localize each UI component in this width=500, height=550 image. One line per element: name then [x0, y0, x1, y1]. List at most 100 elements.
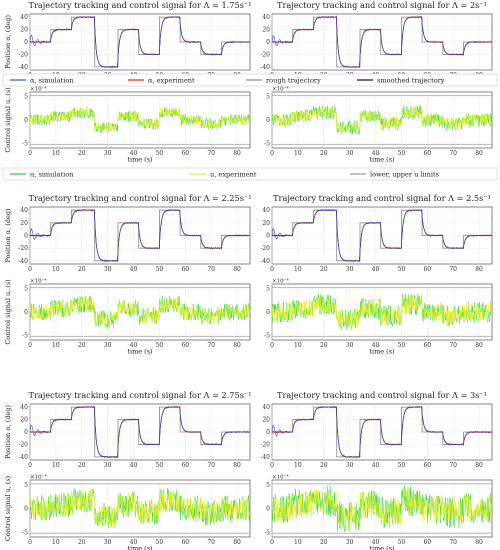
position-xtick-label: 10 [52, 462, 60, 469]
position-ytick-label: 20 [20, 27, 28, 34]
position-ytick-label: 20 [262, 417, 270, 424]
control-ytick-label: 5 [266, 94, 270, 101]
control-xtick-label: 10 [294, 342, 302, 349]
control-xtick-label: 80 [233, 539, 241, 546]
series-alpha-simulation [29, 209, 251, 262]
position-xtick-label: 40 [372, 266, 380, 273]
control-xtick-label: 20 [320, 150, 328, 157]
control-xtick-label: 10 [52, 342, 60, 349]
position-xtick-label: 50 [156, 266, 164, 273]
control-xlabel: time (s) [369, 545, 395, 550]
chart-title: Trajectory tracking and control signal f… [28, 0, 251, 10]
position-xtick-label: 0 [28, 266, 32, 273]
control-xtick-label: 60 [423, 539, 431, 546]
control-xtick-label: 70 [449, 539, 457, 546]
position-xtick-label: 70 [449, 462, 457, 469]
position-xtick-label: 80 [233, 266, 241, 273]
control-ytick-label: 5 [266, 286, 270, 293]
legend-alpha-label-exp: α, experiment [148, 77, 195, 85]
control-ytick-label: 5 [266, 482, 270, 489]
legend-alpha-label-sim: α, simulation [30, 77, 74, 85]
control-xtick-label: 70 [207, 539, 215, 546]
control-ytick-label: 0 [24, 117, 28, 124]
control-xtick-label: 50 [398, 539, 406, 546]
control-xtick-label: 70 [207, 150, 215, 157]
control-ytick-label: -5 [22, 332, 28, 339]
control-exponent-label: ×10⁻⁴ [272, 86, 290, 93]
control-exponent-label: ×10⁻⁴ [272, 278, 290, 285]
position-ytick-label: 0 [24, 39, 28, 46]
control-ytick-label: -5 [264, 529, 270, 536]
legend-alpha-label-smooth: smoothed trajectory [377, 77, 445, 85]
control-xtick-label: 50 [156, 150, 164, 157]
position-ytick-label: -20 [260, 441, 270, 448]
control-ytick-label: -5 [22, 140, 28, 147]
control-xtick-label: 70 [449, 150, 457, 157]
legend-alpha-label-rough: rough trajectory [266, 77, 321, 85]
position-xtick-label: 70 [449, 266, 457, 273]
position-xtick-label: 60 [181, 266, 189, 273]
control-ytick-label: 5 [24, 482, 28, 489]
control-xtick-label: 0 [28, 539, 32, 546]
position-ytick-label: -40 [18, 64, 28, 71]
control-xtick-label: 60 [181, 539, 189, 546]
control-xtick-label: 50 [156, 342, 164, 349]
control-xtick-label: 60 [181, 342, 189, 349]
control-exponent-label: ×10⁻⁴ [30, 86, 48, 93]
position-ytick-label: 20 [262, 27, 270, 34]
chart-title: Trajectory tracking and control signal f… [273, 193, 491, 203]
position-xtick-label: 20 [320, 462, 328, 469]
position-xtick-label: 40 [130, 462, 138, 469]
position-ytick-label: 20 [20, 220, 28, 227]
control-ytick-label: 0 [266, 117, 270, 124]
control-xtick-label: 40 [130, 342, 138, 349]
position-ytick-label: 20 [262, 220, 270, 227]
control-xtick-label: 10 [52, 539, 60, 546]
position-ylabel: Position α, (deg) [4, 405, 12, 460]
control-xtick-label: 20 [78, 539, 86, 546]
position-ytick-label: 20 [20, 417, 28, 424]
series-alpha-simulation [271, 16, 493, 68]
position-xtick-label: 20 [78, 462, 86, 469]
series-u-simulation [272, 485, 492, 532]
position-xtick-label: 60 [181, 462, 189, 469]
position-xtick-label: 40 [372, 462, 380, 469]
position-xtick-label: 0 [28, 462, 32, 469]
control-xlabel: time (s) [127, 348, 153, 356]
control-xtick-label: 60 [423, 342, 431, 349]
position-ylabel: Position α, (deg) [4, 15, 12, 70]
position-xtick-label: 10 [52, 266, 60, 273]
control-xtick-label: 20 [320, 342, 328, 349]
control-ytick-label: 5 [24, 94, 28, 101]
control-xtick-label: 40 [372, 342, 380, 349]
control-xtick-label: 80 [233, 342, 241, 349]
series-u-experiment [272, 106, 492, 134]
chart-panel-6: Trajectory tracking and control signal f… [260, 390, 493, 550]
control-xtick-label: 70 [449, 342, 457, 349]
series-u-experiment [272, 294, 492, 329]
position-xtick-label: 30 [104, 266, 112, 273]
legend-u-label-usim: u, simulation [30, 171, 74, 179]
position-xtick-label: 50 [398, 462, 406, 469]
control-xlabel: time (s) [127, 545, 153, 550]
control-xtick-label: 50 [398, 150, 406, 157]
chart-panels: Trajectory tracking and control signal f… [4, 0, 493, 550]
chart-title: Trajectory tracking and control signal f… [277, 390, 487, 400]
series-u-experiment [30, 489, 250, 529]
control-xtick-label: 20 [78, 342, 86, 349]
position-xtick-label: 40 [130, 266, 138, 273]
position-ytick-label: -40 [260, 258, 270, 265]
control-xtick-label: 60 [423, 150, 431, 157]
position-xtick-label: 80 [475, 462, 483, 469]
position-xtick-label: 80 [475, 266, 483, 273]
control-ytick-label: -5 [264, 332, 270, 339]
legend-u-frame [2, 167, 498, 181]
position-xtick-label: 20 [78, 266, 86, 273]
control-ylabel: Control signal u, (s) [4, 87, 12, 153]
